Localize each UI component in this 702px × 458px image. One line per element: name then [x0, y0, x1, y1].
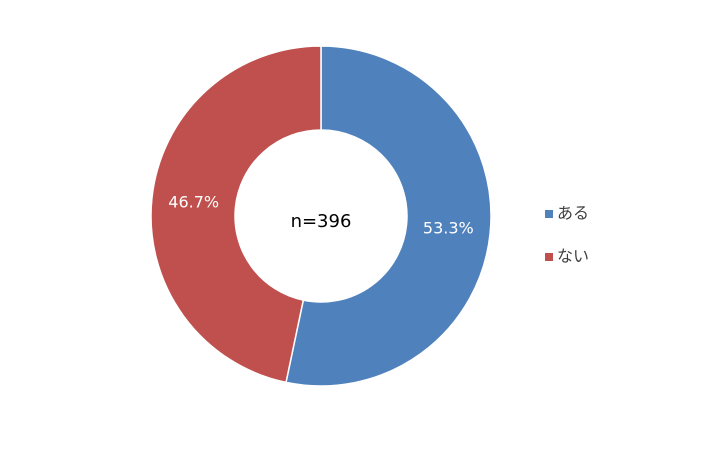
slice-label-1: 53.3%: [423, 219, 474, 238]
legend-swatch-2: [545, 253, 553, 261]
slice-2: [150, 45, 322, 384]
slices-group: [150, 45, 492, 387]
slice-label-2: 46.7%: [168, 192, 219, 211]
center-label: n=396: [291, 211, 352, 232]
slice-labels-group: 53.3% 46.7%: [168, 192, 473, 237]
legend-label-2: ない: [557, 247, 589, 266]
legend-swatch-1: [545, 210, 553, 218]
legend-label-1: ある: [557, 204, 589, 223]
slice-1: [285, 45, 492, 387]
